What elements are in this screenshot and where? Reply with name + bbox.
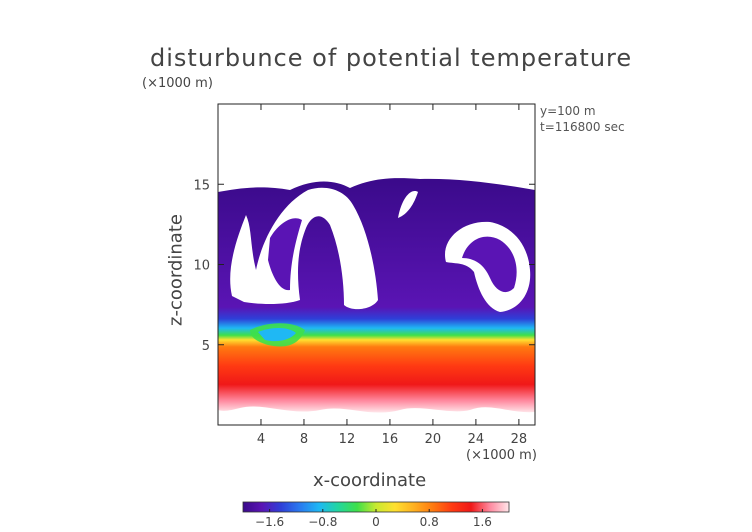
x-tick-label: 8	[300, 432, 308, 447]
x-tick-label: 4	[257, 432, 265, 447]
y-tick-label: 5	[202, 339, 210, 354]
colorbar-tick-label: 1.6	[473, 515, 492, 529]
x-tick-label: 24	[468, 432, 485, 447]
chart-title: disturbunce of potential temperature	[150, 44, 633, 72]
colorbar-tick-label: 0	[372, 515, 380, 529]
y-axis-ticks: 5 10 15	[193, 178, 535, 354]
annotation-time: t=116800 sec	[540, 120, 625, 134]
x-axis-unit: (×1000 m)	[466, 448, 537, 463]
colorbar-tick-label: −0.8	[308, 515, 337, 529]
colorbar-ticks: −1.6 −0.8 0 0.8 1.6	[255, 509, 492, 529]
y-axis-unit: (×1000 m)	[142, 76, 213, 91]
x-tick-label: 20	[425, 432, 442, 447]
colorbar-tick-label: −1.6	[255, 515, 284, 529]
x-axis-ticks: 4 8 12 16 20 24 28	[257, 104, 527, 447]
colorbar-tick-label: 0.8	[420, 515, 439, 529]
y-tick-label: 10	[193, 259, 210, 274]
x-axis-label: x-coordinate	[313, 470, 427, 491]
x-tick-label: 16	[382, 432, 399, 447]
temperature-field	[218, 178, 535, 413]
annotation-y: y=100 m	[540, 104, 596, 118]
y-tick-label: 15	[193, 178, 210, 193]
x-tick-label: 12	[339, 432, 356, 447]
x-tick-label: 28	[511, 432, 528, 447]
